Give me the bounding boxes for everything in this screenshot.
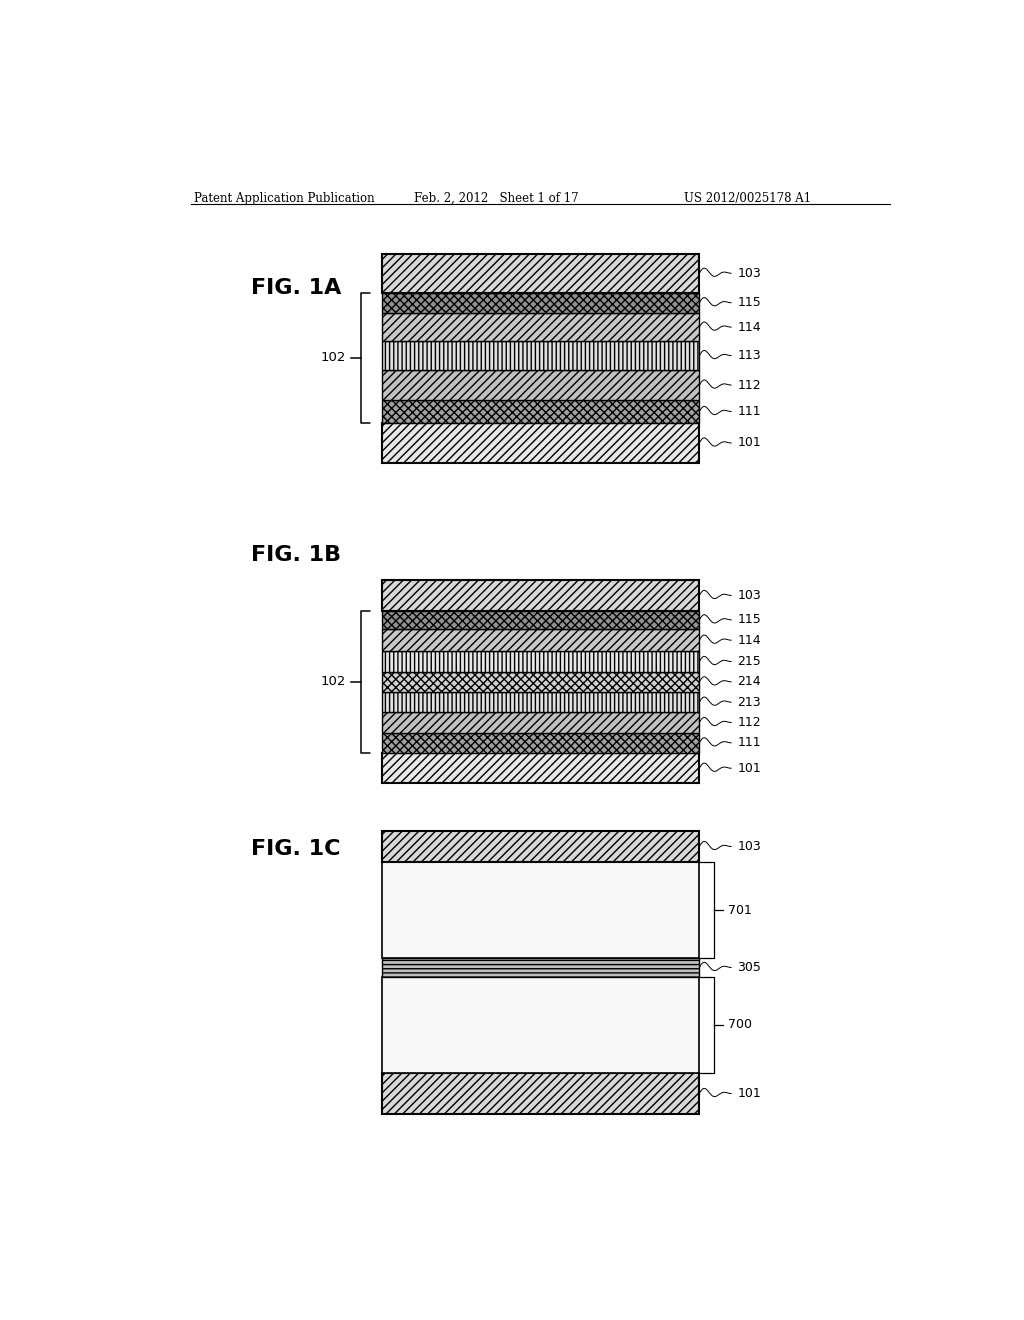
Bar xyxy=(382,253,699,293)
Text: 112: 112 xyxy=(737,715,761,729)
Bar xyxy=(382,611,699,630)
Text: 112: 112 xyxy=(737,379,761,392)
Bar xyxy=(382,832,699,862)
Text: 101: 101 xyxy=(737,1086,761,1100)
Bar xyxy=(382,400,699,422)
Text: 701: 701 xyxy=(728,903,752,916)
Text: 305: 305 xyxy=(737,961,762,974)
Text: 114: 114 xyxy=(737,634,761,647)
Bar xyxy=(382,672,699,692)
Bar xyxy=(382,977,699,1073)
Bar xyxy=(382,293,699,313)
Bar xyxy=(382,651,699,672)
Text: Patent Application Publication: Patent Application Publication xyxy=(194,191,375,205)
Bar xyxy=(382,422,699,463)
Text: 214: 214 xyxy=(737,676,761,688)
Text: 115: 115 xyxy=(737,614,761,627)
Text: 102: 102 xyxy=(321,676,346,688)
Bar xyxy=(382,733,699,752)
Text: Feb. 2, 2012   Sheet 1 of 17: Feb. 2, 2012 Sheet 1 of 17 xyxy=(414,191,579,205)
Text: 103: 103 xyxy=(737,840,761,853)
Text: 114: 114 xyxy=(737,321,761,334)
Bar xyxy=(382,713,699,733)
Bar xyxy=(382,862,699,958)
Text: US 2012/0025178 A1: US 2012/0025178 A1 xyxy=(684,191,811,205)
Text: 115: 115 xyxy=(737,296,761,309)
Bar xyxy=(382,692,699,713)
Text: 213: 213 xyxy=(737,696,761,709)
Bar xyxy=(382,630,699,651)
Text: FIG. 1B: FIG. 1B xyxy=(251,545,341,565)
Text: 103: 103 xyxy=(737,589,761,602)
Bar xyxy=(382,370,699,400)
Text: 101: 101 xyxy=(737,762,761,775)
Text: FIG. 1C: FIG. 1C xyxy=(251,840,341,859)
Bar xyxy=(382,342,699,370)
Text: 111: 111 xyxy=(737,405,761,418)
Bar xyxy=(382,752,699,784)
Text: FIG. 1A: FIG. 1A xyxy=(251,279,341,298)
Text: 700: 700 xyxy=(728,1019,752,1031)
Bar xyxy=(382,581,699,611)
Bar xyxy=(382,1073,699,1114)
Text: 215: 215 xyxy=(737,655,761,668)
Text: 103: 103 xyxy=(737,267,761,280)
Text: 111: 111 xyxy=(737,737,761,750)
Bar xyxy=(382,313,699,342)
Text: 102: 102 xyxy=(321,351,346,364)
Text: 101: 101 xyxy=(737,437,761,450)
Text: 113: 113 xyxy=(737,348,761,362)
Bar xyxy=(382,958,699,977)
